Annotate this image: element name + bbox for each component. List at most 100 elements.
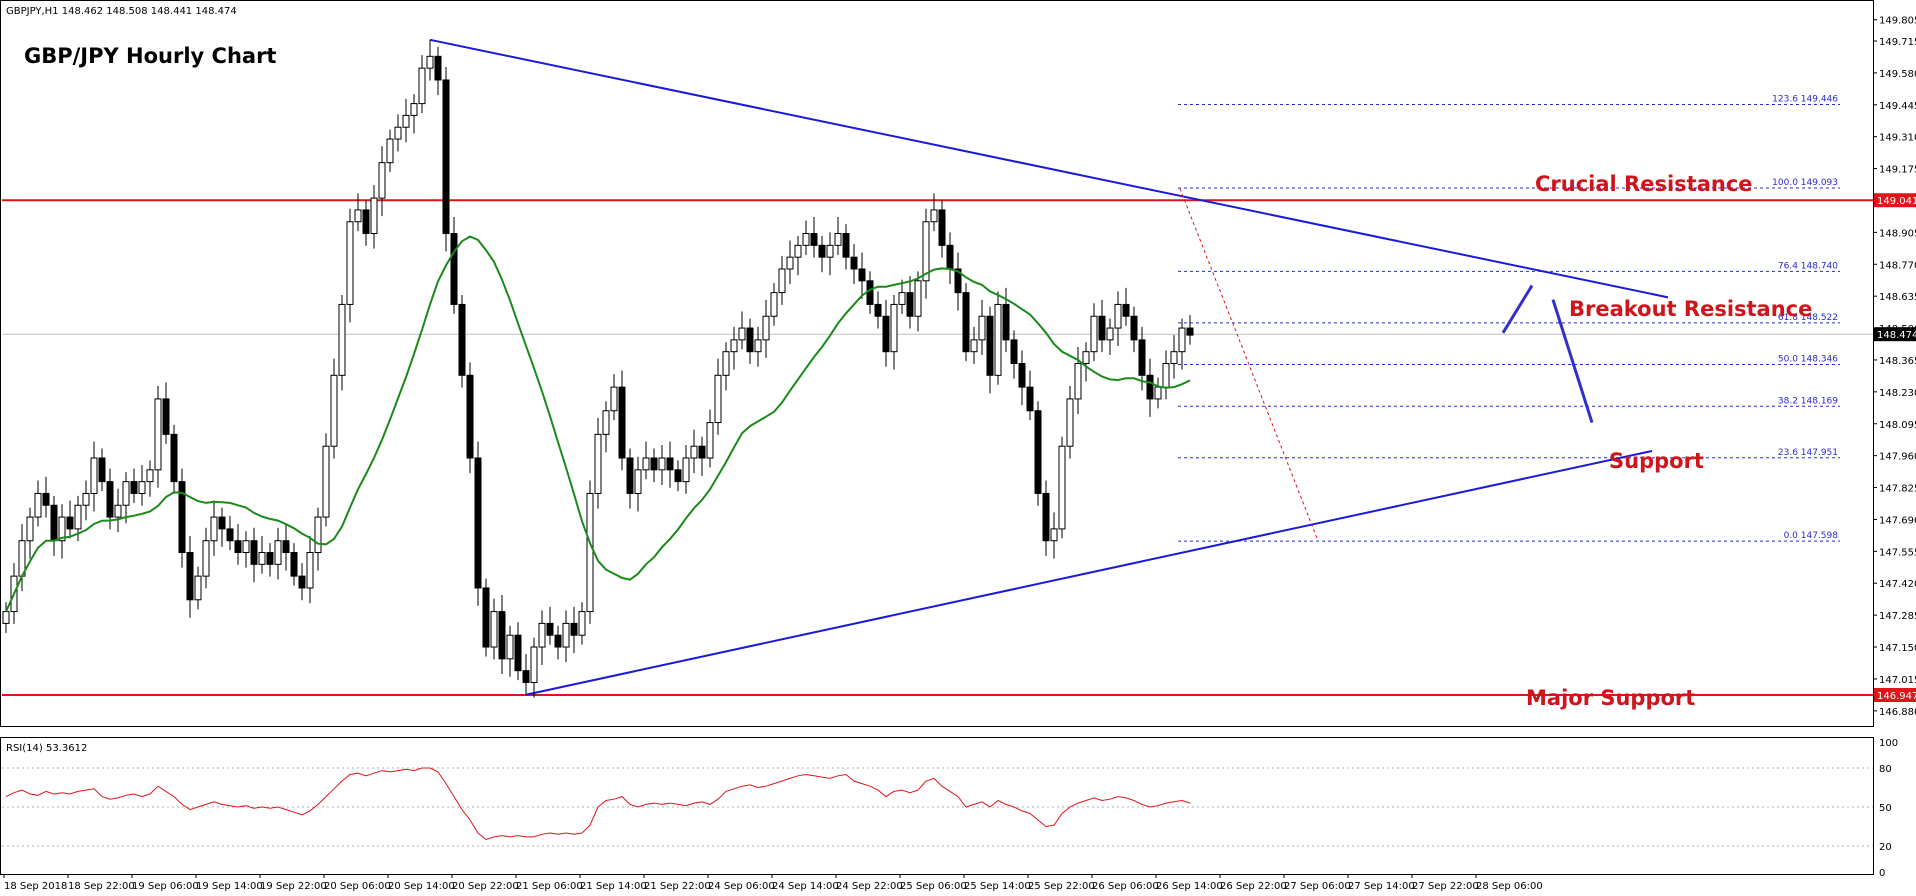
candle-body xyxy=(906,292,914,317)
candle-body xyxy=(834,233,842,246)
y-tick-label: 149.445 xyxy=(1879,101,1916,112)
candle-body xyxy=(1074,363,1082,400)
candle-body xyxy=(466,374,474,459)
tag-current-price-bg xyxy=(1874,327,1916,342)
candle-body xyxy=(82,492,90,506)
candle-body xyxy=(1050,528,1058,542)
candle-body xyxy=(330,374,338,447)
y-tick-label: 149.805 xyxy=(1879,16,1916,27)
candle-body xyxy=(1130,315,1138,341)
candle-body xyxy=(2,611,10,624)
fib-label-100.0: 100.0 149.093 xyxy=(1772,178,1838,188)
candle-body xyxy=(762,315,770,341)
candle-body xyxy=(1146,374,1154,400)
candle-body xyxy=(858,268,866,282)
x-tick-label: 21 Sep 22:00 xyxy=(644,881,711,892)
candle-body xyxy=(90,457,98,494)
candle-body xyxy=(562,622,570,648)
x-tick-label: 19 Sep 14:00 xyxy=(196,881,263,892)
y-tick-label: 147.690 xyxy=(1879,515,1916,526)
candle-body xyxy=(194,575,202,601)
candle-body xyxy=(226,528,234,542)
price-pane-frame xyxy=(0,0,1874,727)
candle-body xyxy=(962,292,970,353)
candle-body xyxy=(730,339,738,353)
candle-body xyxy=(650,457,658,471)
candle-body xyxy=(1170,351,1178,365)
candle-body xyxy=(178,481,186,554)
chart-title: GBP/JPY Hourly Chart xyxy=(24,44,276,68)
candle-body xyxy=(770,292,778,317)
candle-body xyxy=(754,339,762,353)
x-tick-label: 25 Sep 22:00 xyxy=(1028,881,1095,892)
candle-body xyxy=(138,481,146,494)
candle-body xyxy=(850,256,858,270)
candle-body xyxy=(98,457,106,483)
candle-body xyxy=(162,398,170,435)
y-tick-label: 149.175 xyxy=(1879,165,1916,176)
x-tick-label: 18 Sep 2018 xyxy=(4,881,67,892)
y-tick-label: 149.715 xyxy=(1879,37,1916,48)
y-tick-label: 147.960 xyxy=(1879,452,1916,463)
annotation-breakout-resistance: Breakout Resistance xyxy=(1569,297,1812,321)
candle-body xyxy=(394,126,402,140)
candle-body xyxy=(1018,363,1026,388)
x-tick-label: 19 Sep 22:00 xyxy=(260,881,327,892)
candle-body xyxy=(1082,351,1090,365)
candle-body xyxy=(698,445,706,459)
candle-body xyxy=(714,374,722,424)
candle-body xyxy=(1178,327,1186,353)
candle-body xyxy=(114,504,122,518)
scenario-up-stroke xyxy=(1501,284,1534,334)
candle-body xyxy=(898,292,906,305)
candle-body xyxy=(266,552,274,565)
x-tick-label: 24 Sep 06:00 xyxy=(708,881,775,892)
candle-body xyxy=(1042,492,1050,542)
y-tick-label: 147.150 xyxy=(1879,643,1916,654)
candle-body xyxy=(842,233,850,258)
candle-body xyxy=(1090,315,1098,353)
candle-body xyxy=(1186,327,1194,336)
candle-body xyxy=(914,280,922,317)
candle-body xyxy=(818,244,826,258)
candle-body xyxy=(306,552,314,589)
y-tick-label: 148.365 xyxy=(1879,356,1916,367)
annotation-support: Support xyxy=(1609,449,1704,473)
rsi-label: RSI(14) 53.3612 xyxy=(6,743,87,754)
candle-body xyxy=(978,315,986,341)
y-tick-label: 148.770 xyxy=(1879,260,1916,271)
candle-body xyxy=(234,540,242,554)
fib-label-0.0: 0.0 147.598 xyxy=(1784,531,1839,541)
candle-body xyxy=(322,445,330,518)
candle-body xyxy=(890,303,898,353)
fib-label-38.2: 38.2 148.169 xyxy=(1778,396,1838,406)
x-tick-label: 27 Sep 22:00 xyxy=(1412,881,1479,892)
candle-body xyxy=(546,622,554,636)
y-tick-label: 148.635 xyxy=(1879,292,1916,303)
candle-body xyxy=(298,575,306,589)
rsi-tick-label: 20 xyxy=(1879,842,1892,853)
candle-body xyxy=(674,469,682,483)
lower-trendline xyxy=(525,449,1653,696)
candle-body xyxy=(1026,386,1034,412)
candle-body xyxy=(666,457,674,471)
candle-body xyxy=(450,233,458,305)
candle-body xyxy=(426,55,434,69)
tag-current-price-label: 148.474 xyxy=(1877,330,1916,341)
candle-body xyxy=(634,469,642,494)
candle-body xyxy=(722,351,730,376)
candle-body xyxy=(186,552,194,601)
candle-body xyxy=(802,233,810,246)
candle-body xyxy=(378,162,386,199)
candle-body xyxy=(482,587,490,648)
candle-body xyxy=(346,221,354,305)
candle-body xyxy=(370,197,378,235)
candle-body xyxy=(402,114,410,128)
candle-body xyxy=(682,457,690,483)
candle-body xyxy=(810,233,818,246)
candle-body xyxy=(522,670,530,683)
candle-body xyxy=(1066,398,1074,447)
candle-body xyxy=(578,611,586,636)
candle-body xyxy=(930,209,938,223)
candle-body xyxy=(242,540,250,554)
